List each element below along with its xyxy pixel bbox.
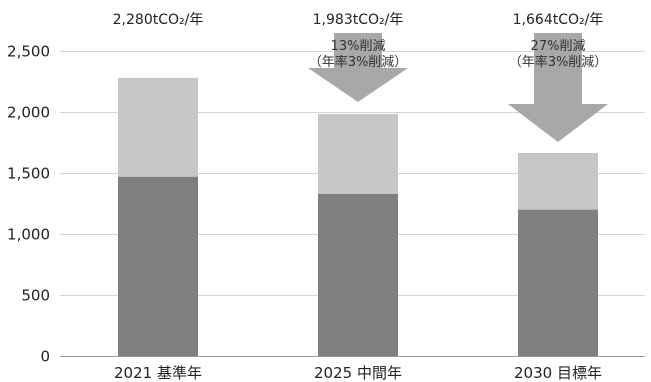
labels: 0 500 1,000 1,500 2,000 2,500 2021 基準年 2,280tCO… <box>7 12 607 382</box>
reduction-arrow <box>508 33 608 142</box>
total-emission-label: 2,280tCO₂/年 <box>113 12 204 28</box>
y-tick-label: 0 <box>40 348 50 366</box>
y-tick-label: 1,500 <box>7 165 50 183</box>
x-category-label: 2021 基準年 <box>114 364 202 382</box>
total-emission-label: 1,664tCO₂/年 <box>513 12 604 28</box>
x-category-label: 2030 目標年 <box>514 364 602 382</box>
bar-segment-upper <box>318 114 398 194</box>
reduction-annotation: （年率3%削減） <box>309 54 408 70</box>
bar-segment-upper <box>118 77 198 177</box>
reduction-arrow <box>308 33 408 102</box>
y-tick-label: 1,000 <box>7 226 50 244</box>
reduction-annotation: 13%削減 <box>331 38 386 54</box>
reduction-annotation: 27%削減 <box>531 38 586 54</box>
y-tick-label: 2,500 <box>7 43 50 61</box>
x-category-label: 2025 中間年 <box>314 364 402 382</box>
bars <box>118 77 598 356</box>
bar-segment-lower <box>118 176 198 356</box>
total-emission-label: 1,983tCO₂/年 <box>313 12 404 28</box>
bar-segment-lower <box>518 209 598 356</box>
reduction-annotation: （年率3%削減） <box>509 54 608 70</box>
reduction-arrows <box>308 33 608 142</box>
bar-segment-upper <box>518 152 598 210</box>
y-tick-label: 500 <box>21 287 50 305</box>
y-tick-label: 2,000 <box>7 104 50 122</box>
bar-segment-lower <box>318 193 398 356</box>
